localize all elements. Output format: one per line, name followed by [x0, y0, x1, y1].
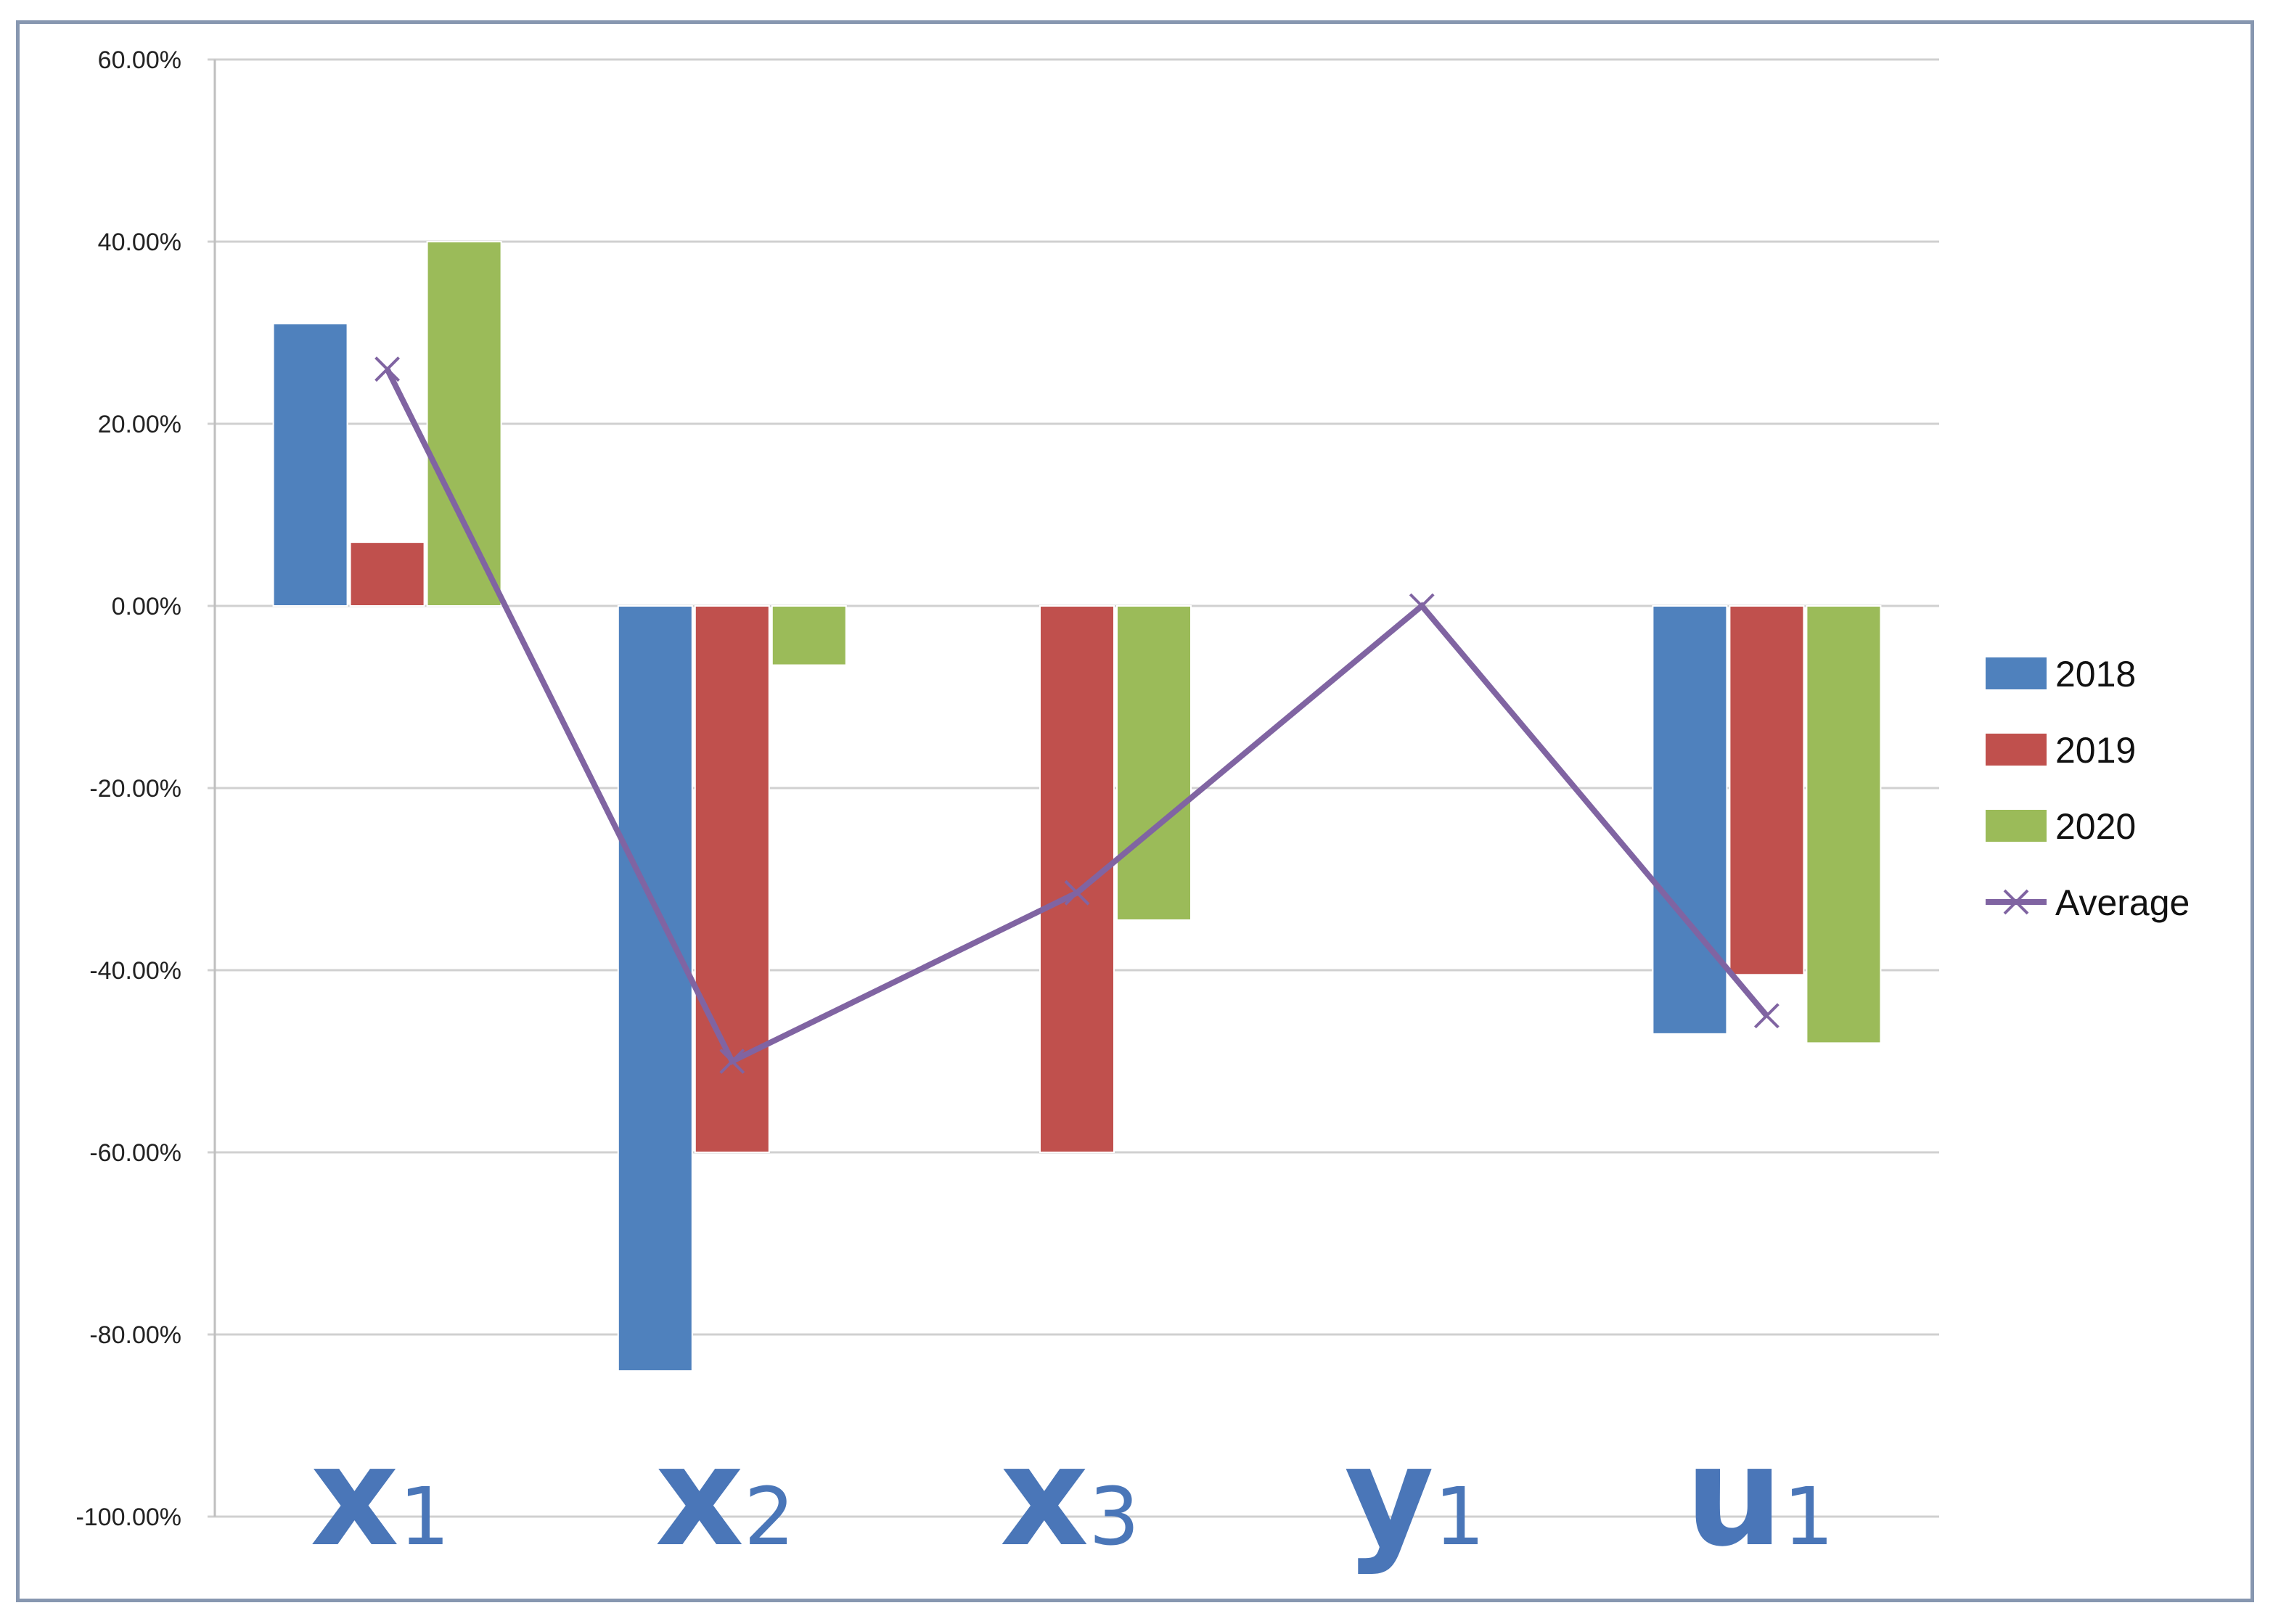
legend-swatch-2018 [1986, 657, 2047, 689]
legend-swatch-2019 [1986, 734, 2047, 766]
average-point-marker [1753, 1003, 1780, 1029]
bar-2018-1 [272, 322, 348, 607]
category-label: u1 [1685, 1416, 1834, 1577]
category-label: x3 [1000, 1416, 1140, 1577]
legend-swatch-2020 [1986, 810, 2047, 842]
average-point-marker [1064, 879, 1090, 906]
bar-2020-5 [1806, 605, 1882, 1044]
y-tick-label: -80.00% [89, 1321, 181, 1349]
legend: 2018 2019 2020 Average [1986, 654, 2190, 923]
average-line [374, 356, 1780, 1074]
bar-2020-3 [1116, 605, 1192, 921]
legend-label-2018: 2018 [2055, 654, 2136, 694]
average-point-marker [719, 1049, 745, 1074]
y-tick-label: -100.00% [75, 1504, 181, 1531]
y-tick-label: 60.00% [98, 46, 181, 74]
bars [272, 241, 1882, 1372]
y-tick-label: -40.00% [89, 957, 181, 985]
bar-2019-1 [349, 541, 425, 607]
y-tick-label: 40.00% [98, 229, 181, 256]
bar-2020-1 [426, 241, 502, 607]
legend-label-average: Average [2055, 882, 2190, 923]
average-point-marker [374, 356, 401, 382]
bar-2019-2 [694, 605, 770, 1153]
y-tick-label: 20.00% [98, 411, 181, 438]
legend-label-2019: 2019 [2055, 730, 2136, 771]
y-tick-label: 0.00% [112, 593, 181, 620]
category-labels: x1 x2 x3 y1 u1 [310, 1416, 1834, 1577]
legend-label-2020: 2020 [2055, 806, 2136, 847]
average-point-marker [1409, 593, 1435, 619]
bar-2018-2 [617, 605, 693, 1372]
category-label: y1 [1344, 1416, 1485, 1577]
category-label: x2 [655, 1416, 795, 1577]
y-tick-labels: 60.00% 40.00% 20.00% 0.00% -20.00% -40.00% -60… [75, 46, 181, 1531]
bar-2019-3 [1039, 605, 1115, 1153]
bar-2020-2 [771, 605, 847, 666]
category-label: x1 [310, 1416, 450, 1577]
y-tick-label: -60.00% [89, 1139, 181, 1167]
y-tick-label: -20.00% [89, 775, 181, 803]
bar-2019-5 [1729, 605, 1805, 976]
bar-2018-5 [1652, 605, 1728, 1035]
